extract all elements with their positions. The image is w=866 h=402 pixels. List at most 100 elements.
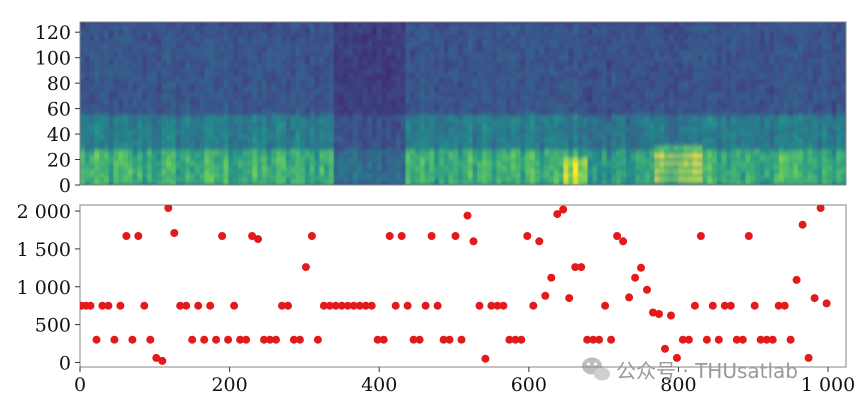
spectrogram-cell [592, 64, 598, 70]
spectrogram-cell [544, 161, 550, 167]
spectrogram-cell [338, 72, 344, 77]
spectrogram-cell [534, 53, 541, 58]
spectrogram-cell [242, 49, 249, 54]
spectrogram-cell [434, 33, 440, 39]
spectrogram-cell [620, 95, 627, 101]
spectrogram-cell [448, 130, 455, 136]
spectrogram-cell [477, 99, 483, 105]
spectrogram-cell [443, 165, 450, 171]
spectrogram-cell [510, 91, 517, 97]
spectrogram-cell [218, 153, 225, 159]
spectrogram-cell [209, 37, 215, 42]
spectrogram-cell [147, 60, 153, 66]
spectrogram-cell [405, 22, 411, 27]
spectrogram-cell [386, 45, 392, 50]
spectrogram-cell [103, 142, 110, 147]
spectrogram-cell [644, 126, 651, 132]
spectrogram-cell [482, 111, 488, 116]
spectrogram-cell [616, 68, 622, 74]
spectrogram-cell [486, 161, 493, 167]
spectrogram-cell [477, 126, 483, 132]
spectrogram-cell [434, 60, 440, 66]
spectrogram-cell [338, 25, 344, 31]
spectrogram-cell [285, 41, 292, 46]
spectrogram-cell [319, 56, 325, 62]
spectrogram-cell [257, 181, 263, 185]
spectrogram-cell [295, 72, 301, 77]
spectrogram-cell [314, 84, 320, 89]
spectrogram-cell [376, 165, 383, 171]
spectrogram-cell [180, 25, 186, 31]
spectrogram-cell [549, 33, 555, 39]
spectrogram-cell [118, 161, 124, 167]
spectrogram-cell [137, 76, 143, 81]
spectrogram-cell [611, 157, 617, 163]
spectrogram-cell [175, 153, 182, 159]
spectrogram-cell [467, 115, 474, 120]
spectrogram-cell [170, 64, 177, 70]
spectrogram-cell [348, 29, 354, 35]
spectrogram-cell [132, 130, 139, 136]
spectrogram-cell [405, 45, 411, 50]
spectrogram-cell [625, 53, 632, 58]
spectrogram-cell [314, 33, 320, 39]
spectrogram-cell [261, 64, 268, 70]
spectrogram-cell [601, 37, 608, 42]
spectrogram-cell [573, 33, 579, 39]
spectrogram-cell [458, 107, 464, 112]
spectrogram-cell [328, 138, 335, 143]
spectrogram-cell [644, 29, 651, 35]
spectrogram-cell [419, 45, 426, 50]
spectrogram-cell [233, 134, 239, 140]
spectrogram-cell [453, 29, 459, 35]
spectrogram-cell [534, 80, 541, 85]
spectrogram-cell [151, 25, 158, 31]
spectrogram-cell [314, 45, 320, 50]
spectrogram-cell [635, 181, 641, 185]
spectrogram-cell [539, 95, 545, 101]
spectrogram-cell [597, 49, 603, 54]
spectrogram-cell [568, 49, 574, 54]
spectrogram-cell [194, 49, 201, 54]
spectrogram-cell [175, 126, 182, 132]
spectrogram-cell [372, 115, 378, 120]
spectrogram-cell [491, 111, 498, 116]
spectrogram-cell [108, 126, 115, 132]
spectrogram-cell [525, 84, 531, 89]
spectrogram-cell [151, 72, 158, 77]
spectrogram-cell [142, 84, 148, 89]
spectrogram-cell [362, 49, 368, 54]
spectrogram-cell [305, 45, 311, 50]
spectrogram-cell [328, 157, 335, 163]
spectrogram-cell [348, 91, 354, 97]
spectrogram-cell [199, 68, 206, 74]
spectrogram-cell [348, 111, 354, 116]
spectrogram-cell [228, 68, 234, 74]
spectrogram-cell [496, 173, 502, 178]
spectrogram-cell [510, 119, 517, 124]
spectrogram-cell [295, 64, 301, 70]
spectrogram-cell [429, 25, 435, 31]
spectrogram-cell [640, 72, 646, 77]
spectrogram-cell [228, 130, 234, 136]
spectrogram-cell [281, 122, 287, 128]
spectrogram-cell [477, 53, 483, 58]
spectrogram-cell [463, 134, 469, 140]
spectrogram-cell [252, 169, 258, 174]
spectrogram-cell [223, 103, 230, 108]
spectrogram-cell [491, 72, 498, 77]
spectrogram-cell [577, 91, 584, 97]
spectrogram-cell [314, 169, 320, 174]
spectrogram-cell [166, 150, 172, 155]
spectrogram-cell [477, 49, 483, 54]
spectrogram-cell [290, 72, 297, 77]
spectrogram-cell [305, 68, 311, 74]
spectrogram-cell [338, 91, 344, 97]
spectrogram-cell [400, 45, 407, 50]
spectrogram-cell [376, 99, 383, 105]
spectrogram-cell [333, 177, 340, 182]
spectrogram-cell [199, 150, 206, 155]
spectrogram-cell [223, 53, 230, 58]
spectrogram-cell [324, 177, 330, 182]
spectrogram-cell [103, 87, 110, 93]
